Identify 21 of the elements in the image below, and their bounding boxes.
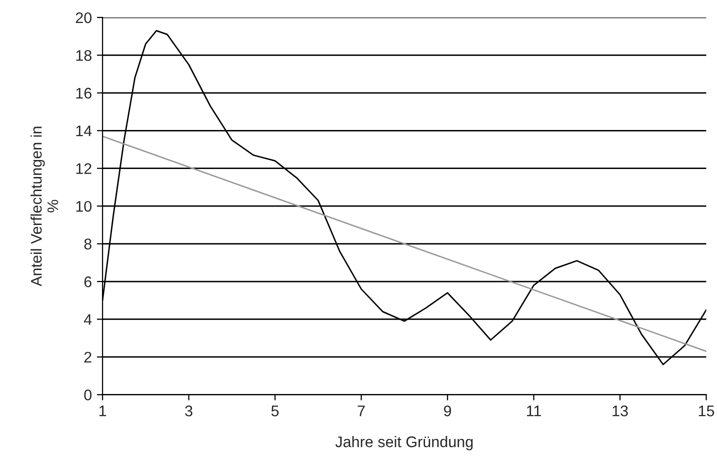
y-tick-label: 16 xyxy=(76,88,92,99)
x-tick-label: 1 xyxy=(99,406,106,416)
x-tick-label: 3 xyxy=(185,406,192,416)
x-tick-label: 7 xyxy=(358,406,365,416)
x-tick-label: 5 xyxy=(271,406,279,416)
y-tick-label: 0 xyxy=(84,390,92,400)
y-tick-label: 2 xyxy=(84,352,92,362)
y-tick-label: 4 xyxy=(84,314,92,325)
y-axis-title: Anteil Verflechtungen in % xyxy=(30,126,58,286)
y-tick-label: 20 xyxy=(76,12,92,24)
x-tick-label: 11 xyxy=(526,406,541,416)
y-tick-label: 18 xyxy=(76,50,92,61)
y-tick-label: 14 xyxy=(76,126,92,136)
x-tick-label: 15 xyxy=(698,406,714,416)
y-tick-label: 6 xyxy=(84,276,92,288)
y-tick-label: 8 xyxy=(84,238,92,250)
y-tick-label: 10 xyxy=(76,200,92,212)
x-tick-label: 13 xyxy=(612,406,628,416)
y-tick-label: 12 xyxy=(76,163,92,174)
x-axis-title: Jahre seit Gründung xyxy=(335,436,473,450)
x-tick-label: 9 xyxy=(444,406,452,416)
